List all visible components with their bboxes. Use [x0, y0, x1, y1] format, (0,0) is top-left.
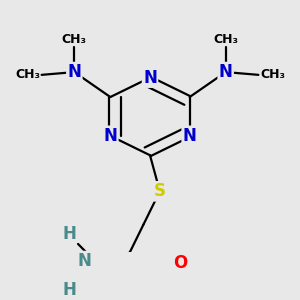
Text: N: N [103, 127, 117, 145]
Text: H: H [62, 225, 76, 243]
Text: N: N [219, 63, 232, 81]
Text: N: N [143, 69, 157, 87]
Text: N: N [77, 252, 91, 270]
Text: S: S [154, 182, 166, 200]
Text: N: N [183, 127, 196, 145]
Text: O: O [173, 254, 187, 272]
Text: CH₃: CH₃ [62, 33, 87, 46]
Text: H: H [62, 281, 76, 299]
Text: N: N [68, 63, 81, 81]
Text: CH₃: CH₃ [15, 68, 40, 81]
Text: CH₃: CH₃ [213, 33, 238, 46]
Text: CH₃: CH₃ [260, 68, 285, 81]
